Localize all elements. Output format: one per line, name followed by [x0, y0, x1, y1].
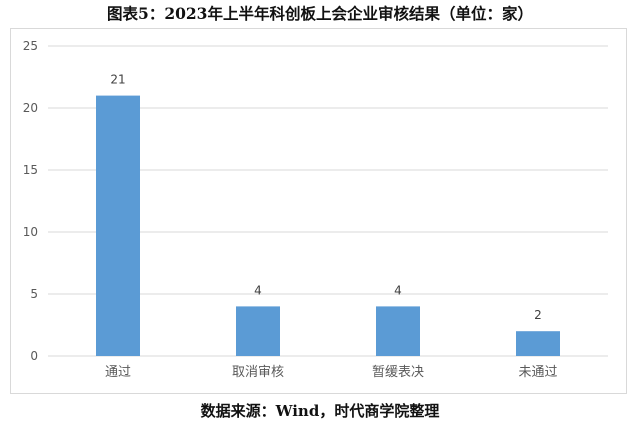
bar-2 [236, 306, 280, 356]
data-label: 4 [254, 283, 262, 297]
y-tick-label: 5 [30, 287, 38, 301]
bars [96, 95, 560, 356]
x-axis-category-labels: 通过 取消审核 暂缓表决 未通过 [105, 365, 558, 380]
data-label: 21 [110, 73, 125, 87]
bar-3 [376, 306, 420, 356]
bar-4 [516, 331, 560, 356]
data-source-note: 数据来源：Wind，时代商学院整理 [200, 402, 440, 420]
y-tick-label: 10 [23, 225, 38, 239]
category-label: 通过 [105, 365, 131, 380]
y-axis-tick-labels: 0 5 10 15 20 25 [23, 39, 38, 363]
data-label: 4 [394, 283, 402, 297]
y-tick-label: 0 [30, 349, 38, 363]
gridlines [48, 45, 608, 357]
data-label: 2 [534, 308, 542, 322]
data-labels: 21 4 4 2 [110, 73, 541, 323]
y-tick-label: 15 [23, 163, 38, 177]
y-tick-label: 20 [23, 101, 38, 115]
bar-1 [96, 95, 140, 356]
category-label: 未通过 [518, 365, 557, 380]
chart-title: 图表5：2023年上半年科创板上会企业审核结果（单位：家） [107, 4, 533, 23]
category-label: 暂缓表决 [372, 365, 424, 380]
category-label: 取消审核 [232, 365, 284, 380]
y-tick-label: 25 [23, 39, 38, 53]
